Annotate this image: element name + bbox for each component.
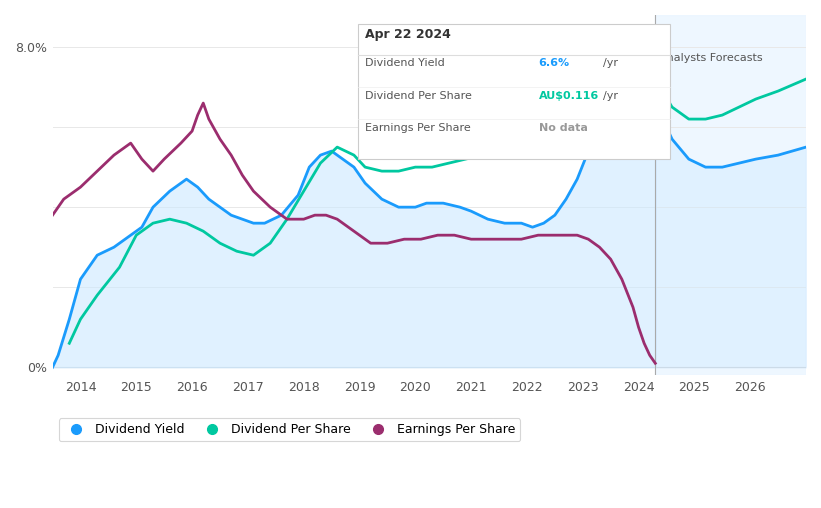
Text: /yr: /yr xyxy=(603,58,617,68)
Text: Earnings Per Share: Earnings Per Share xyxy=(365,123,471,133)
Text: /yr: /yr xyxy=(603,90,617,101)
Text: Dividend Yield: Dividend Yield xyxy=(365,58,445,68)
Text: Past: Past xyxy=(628,53,652,63)
Text: Apr 22 2024: Apr 22 2024 xyxy=(365,27,451,41)
Text: Dividend Per Share: Dividend Per Share xyxy=(365,90,472,101)
Text: AU$0.116: AU$0.116 xyxy=(539,90,599,101)
Text: Analysts Forecasts: Analysts Forecasts xyxy=(659,53,763,63)
Text: 6.6%: 6.6% xyxy=(539,58,570,68)
FancyBboxPatch shape xyxy=(358,24,671,159)
Text: No data: No data xyxy=(539,123,587,133)
Bar xyxy=(655,15,806,375)
Legend: Dividend Yield, Dividend Per Share, Earnings Per Share: Dividend Yield, Dividend Per Share, Earn… xyxy=(59,418,521,441)
